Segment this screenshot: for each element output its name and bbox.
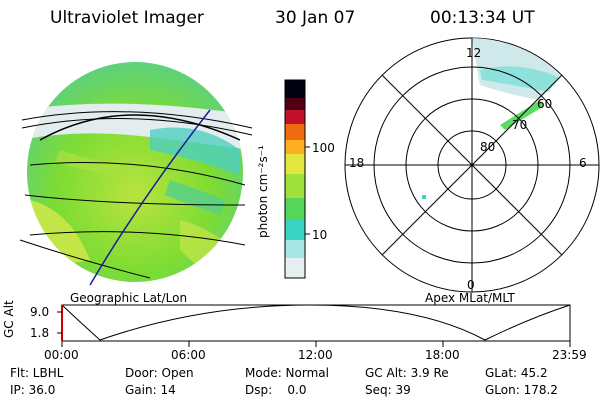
timeline-xtick-2359: 23:59 [552, 348, 587, 362]
colorbar-unit-label: photon cm⁻²s⁻¹ [256, 145, 270, 238]
left-panel-caption: Geographic Lat/Lon [70, 291, 188, 305]
lat-label-80: 80 [480, 140, 496, 154]
info-gc-alt: GC Alt: 3.9 Re [365, 366, 449, 380]
timeline-ytick-9: 9.0 [30, 305, 50, 319]
meridian-line [89, 109, 211, 286]
timeline-xtick-0000: 00:00 [44, 348, 79, 362]
info-seq: Seq: 39 [365, 383, 411, 397]
info-glat: GLat: 45.2 [485, 366, 548, 380]
lat-label-60: 60 [537, 97, 553, 111]
terminator-line [39, 114, 241, 141]
timeline-xtick-1200: 12:00 [298, 348, 333, 362]
mlt-label-left: 18 [349, 156, 365, 170]
timeline-ylabel: GC Alt [2, 300, 16, 338]
timeline-xtick-0600: 06:00 [171, 348, 206, 362]
timeline-xtick-1800: 18:00 [425, 348, 460, 362]
info-mode: Mode: Normal [245, 366, 329, 380]
app-title: Ultraviolet Imager [50, 8, 204, 28]
info-filter: Flt: LBHL [10, 366, 64, 380]
mlt-label-top: 12 [466, 46, 482, 60]
header-date: 30 Jan 07 [275, 8, 356, 28]
info-ip: IP: 36.0 [10, 383, 56, 397]
timeline-plot [57, 304, 571, 347]
lat-label-70: 70 [512, 118, 528, 132]
geo-grid [19, 111, 253, 279]
polar-panel-caption: Apex MLat/MLT [425, 291, 515, 305]
colorbar-tick-10: 10 [312, 228, 328, 242]
colorbar-tick-100: 100 [312, 141, 335, 155]
polar-plot [344, 37, 600, 293]
info-door: Door: Open [125, 366, 194, 380]
colorbar [284, 79, 310, 279]
info-gain: Gain: 14 [125, 383, 176, 397]
info-glon: GLon: 178.2 [485, 383, 558, 397]
earth-disk [27, 62, 243, 282]
header-time: 00:13:34 UT [430, 8, 535, 28]
timeline-ytick-1-8: 1.8 [30, 326, 50, 340]
mlt-label-right: 6 [579, 156, 587, 170]
info-dsp: Dsp: 0.0 [245, 383, 307, 397]
mlt-label-bottom: 0 [467, 278, 475, 292]
